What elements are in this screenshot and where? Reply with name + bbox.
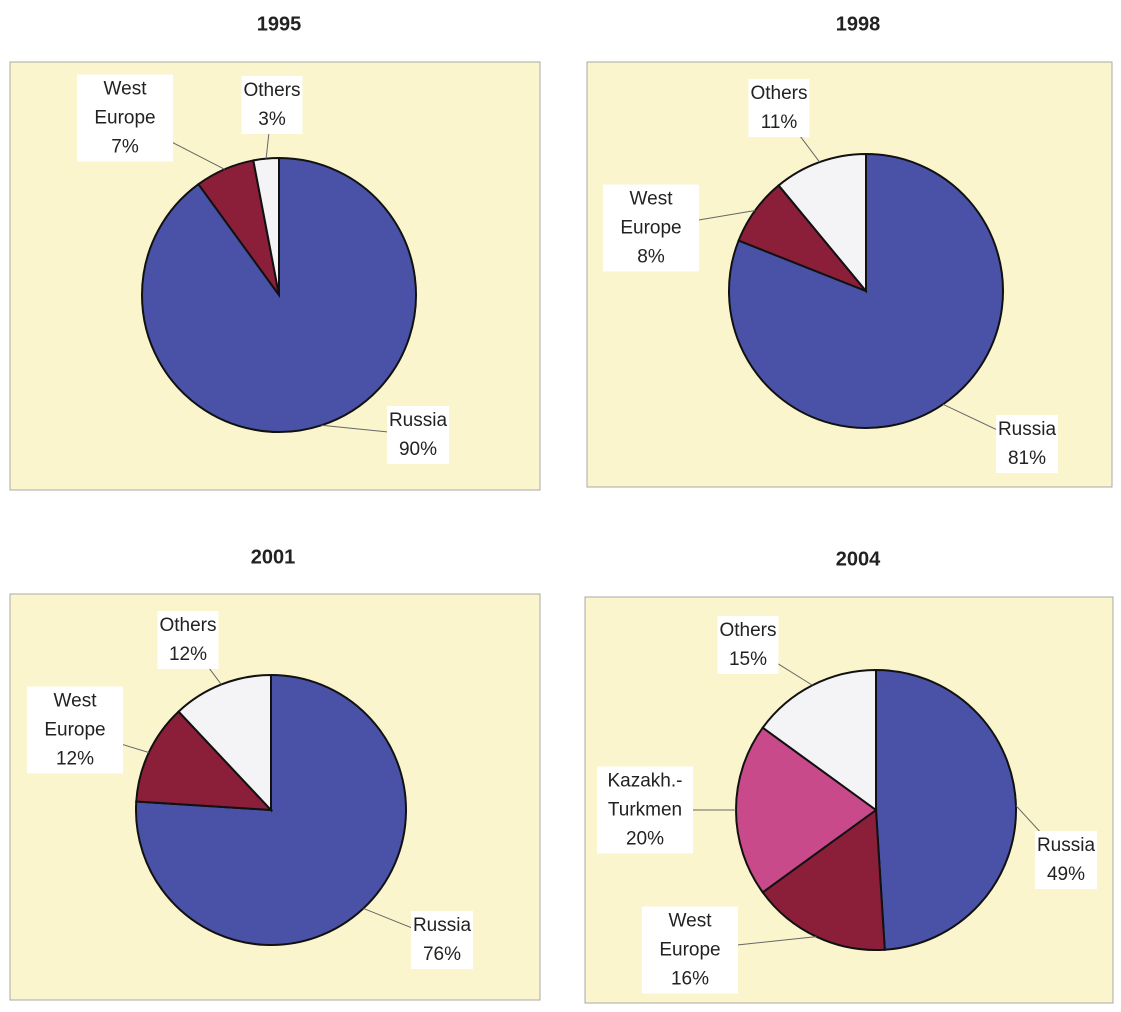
- value-label: 20%: [597, 824, 693, 854]
- pie-slice: [252, 156, 280, 296]
- chart-title: 1995: [256, 13, 302, 36]
- category-label: West Europe: [77, 74, 173, 133]
- value-label: 15%: [717, 645, 779, 674]
- value-label: 81%: [995, 444, 1059, 473]
- category-label: Others: [157, 611, 219, 640]
- value-label: 49%: [1034, 860, 1098, 889]
- slice-label: Russia 76%: [410, 911, 474, 969]
- chart-title: 2004: [835, 548, 881, 571]
- slice-label: Others 3%: [241, 76, 303, 134]
- slice-label: Others 15%: [717, 616, 779, 674]
- chart-title: 2001: [250, 546, 296, 569]
- category-label: West Europe: [642, 906, 738, 965]
- slice-label: Kazakh.-Turkmen 20%: [597, 766, 693, 854]
- value-label: 12%: [157, 640, 219, 669]
- slice-label: Others 12%: [157, 611, 219, 669]
- slice-label: Russia 90%: [386, 406, 450, 464]
- category-label: Russia: [386, 406, 450, 435]
- category-label: West Europe: [27, 686, 123, 745]
- category-label: Kazakh.-Turkmen: [597, 766, 693, 825]
- slice-label: West Europe 8%: [603, 184, 699, 272]
- value-label: 11%: [748, 108, 810, 137]
- category-label: Others: [717, 616, 779, 645]
- category-label: Others: [241, 76, 303, 105]
- slice-label: West Europe 7%: [77, 74, 173, 162]
- value-label: 12%: [27, 744, 123, 774]
- pie-slice: [761, 668, 877, 812]
- pie-slice: [177, 673, 272, 813]
- value-label: 16%: [642, 964, 738, 994]
- value-label: 7%: [77, 132, 173, 162]
- pie-slice: [761, 808, 886, 951]
- pie-slice: [735, 726, 878, 894]
- value-label: 8%: [603, 242, 699, 272]
- category-label: West Europe: [603, 184, 699, 243]
- slice-label: Others 11%: [748, 79, 810, 137]
- pie-slice: [135, 710, 274, 812]
- category-label: Others: [748, 79, 810, 108]
- pie-slice: [777, 152, 867, 294]
- chart-title: 1998: [835, 13, 881, 36]
- value-label: 3%: [241, 105, 303, 134]
- slice-label: Russia 81%: [995, 415, 1059, 473]
- slice-label: West Europe 12%: [27, 686, 123, 774]
- category-label: Russia: [1034, 831, 1098, 860]
- category-label: Russia: [410, 911, 474, 940]
- category-label: Russia: [995, 415, 1059, 444]
- slice-label: Russia 49%: [1034, 831, 1098, 889]
- value-label: 76%: [410, 940, 474, 969]
- value-label: 90%: [386, 435, 450, 464]
- slice-label: West Europe 16%: [642, 906, 738, 994]
